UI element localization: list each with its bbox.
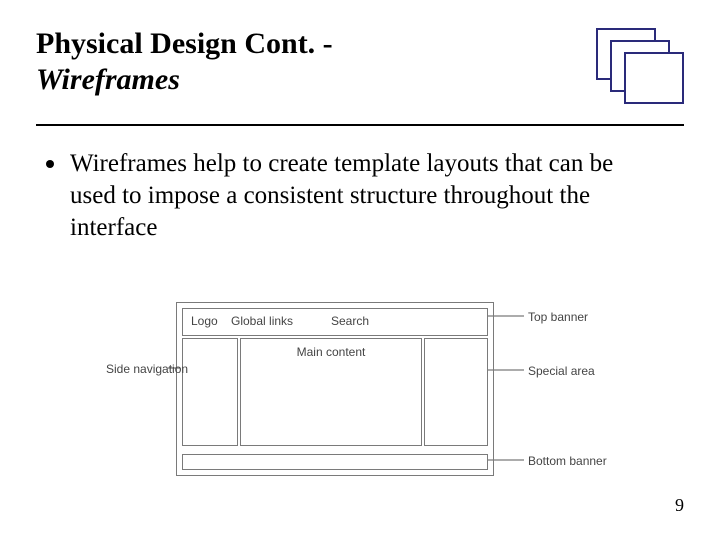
title-line-1: Physical Design Cont. - — [36, 27, 333, 60]
page-number: 9 — [675, 495, 684, 516]
wf-callout-bottom-banner: Bottom banner — [528, 454, 607, 468]
bullet-text: Wireframes help to create template layou… — [70, 148, 660, 244]
title-line-2: Wireframes — [36, 63, 180, 96]
wireframe-diagram: Logo Global links Search Main content To… — [106, 302, 612, 478]
wf-callout-side-nav: Side navigation — [106, 362, 166, 376]
wf-leader-lines — [106, 302, 612, 478]
wf-callout-special-area: Special area — [528, 364, 595, 378]
decor-square — [624, 52, 684, 104]
corner-squares-decor — [596, 28, 692, 112]
wf-callout-top-banner: Top banner — [528, 310, 588, 324]
bullet-dot-icon — [46, 160, 54, 168]
bullet-list: Wireframes help to create template layou… — [46, 148, 660, 244]
title-underline — [36, 124, 684, 126]
slide-title: Physical Design Cont. - Wireframes — [36, 26, 590, 98]
bullet-item: Wireframes help to create template layou… — [46, 148, 660, 244]
